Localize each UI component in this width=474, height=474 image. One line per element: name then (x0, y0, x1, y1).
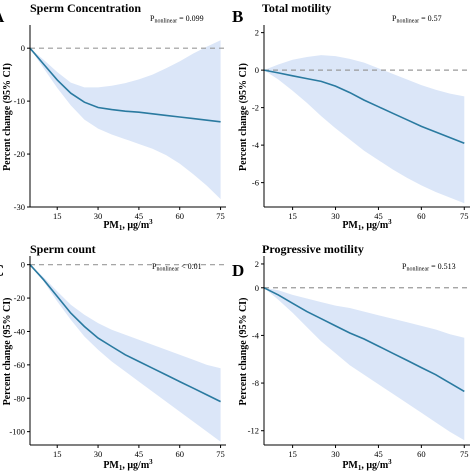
x-axis-label: PM1, μg/m3 (342, 458, 392, 472)
x-tick-label: 60 (175, 449, 184, 459)
x-tick-label: 30 (331, 449, 340, 459)
panel-b: 2 0 -2 -4 -6 15 30 45 60 75 Total motility B Pnonlin… (232, 1, 470, 232)
y-tick-label: 0 (255, 283, 259, 293)
y-tick-label: -100 (9, 427, 25, 437)
y-tick-label: -20 (14, 293, 25, 303)
x-tick-label: 60 (175, 211, 184, 221)
y-tick-label: -4 (252, 330, 260, 340)
x-tick-label: 45 (135, 211, 144, 221)
x-tick-label: 75 (216, 211, 225, 221)
panel-letter: D (232, 261, 244, 280)
x-tick-label: 60 (417, 211, 426, 221)
y-tick-label: -8 (252, 378, 259, 388)
y-tick-label: -40 (14, 326, 25, 336)
ci-band (264, 55, 465, 204)
y-axis-label: Percent change (95% CI) (2, 298, 13, 406)
panel-letter: B (232, 7, 243, 26)
x-tick-label: 30 (94, 449, 103, 459)
y-tick-label: -12 (248, 426, 259, 436)
x-tick-label: 45 (374, 211, 383, 221)
series-line (29, 47, 221, 123)
y-tick-label: 0 (21, 260, 25, 270)
y-tick-label: -6 (252, 178, 259, 188)
panel-title: Progressive motility (262, 242, 364, 256)
panel-letter: A (0, 7, 5, 26)
x-axis-label: PM1, μg/m3 (103, 458, 153, 472)
x-tick-label: 45 (135, 449, 144, 459)
panel-title: Total motility (262, 1, 331, 15)
ci-band (30, 264, 221, 442)
y-tick-label: 2 (255, 28, 259, 38)
x-tick-label: 15 (288, 211, 297, 221)
y-axis-label: Percent change (95% CI) (2, 63, 13, 171)
y-tick-label: 0 (255, 65, 259, 75)
y-tick-label: -4 (252, 140, 260, 150)
y-tick-label: -30 (14, 202, 25, 212)
series-line (263, 69, 465, 145)
p-value-annotation: Pnonlinear < 0.01 (152, 262, 202, 273)
x-tick-label: 15 (288, 449, 297, 459)
x-tick-label: 30 (331, 211, 340, 221)
panel-title: Sperm Concentration (30, 1, 141, 15)
panel-title: Sperm count (30, 242, 96, 256)
x-tick-label: 75 (460, 211, 469, 221)
y-tick-label: -2 (252, 103, 259, 113)
p-value-annotation: Pnonlinear = 0.099 (150, 14, 204, 25)
x-tick-label: 45 (374, 449, 383, 459)
x-axis-label: PM1, μg/m3 (342, 218, 392, 232)
panel-d: 2 0 -4 -8 -12 15 30 45 60 75 Progressive motility D… (232, 242, 470, 472)
p-value-annotation: Pnonlinear = 0.513 (402, 262, 456, 273)
panel-letter: C (0, 261, 4, 280)
y-tick-label: 0 (21, 43, 25, 53)
ci-band (264, 287, 465, 441)
p-value-annotation: Pnonlinear = 0.57 (392, 14, 442, 25)
x-tick-label: 15 (53, 211, 62, 221)
y-tick-label: -80 (14, 393, 25, 403)
panel-a: 0 -10 -20 -30 15 30 45 60 75 Sperm Concentration A… (0, 1, 226, 232)
x-tick-label: 75 (216, 449, 225, 459)
y-tick-label: -60 (14, 360, 25, 370)
y-tick-label: 2 (255, 259, 259, 269)
ci-band (30, 40, 221, 200)
x-axis-label: PM1, μg/m3 (103, 218, 153, 232)
x-tick-label: 75 (460, 449, 469, 459)
y-axis-label: Percent change (95% CI) (238, 63, 249, 171)
y-tick-label: -10 (14, 96, 25, 106)
x-tick-label: 60 (417, 449, 426, 459)
series-line (29, 264, 221, 403)
x-tick-label: 15 (53, 449, 62, 459)
series-line (263, 287, 465, 393)
y-axis-label: Percent change (95% CI) (238, 298, 249, 406)
y-tick-label: -20 (14, 149, 25, 159)
x-tick-label: 30 (94, 211, 103, 221)
